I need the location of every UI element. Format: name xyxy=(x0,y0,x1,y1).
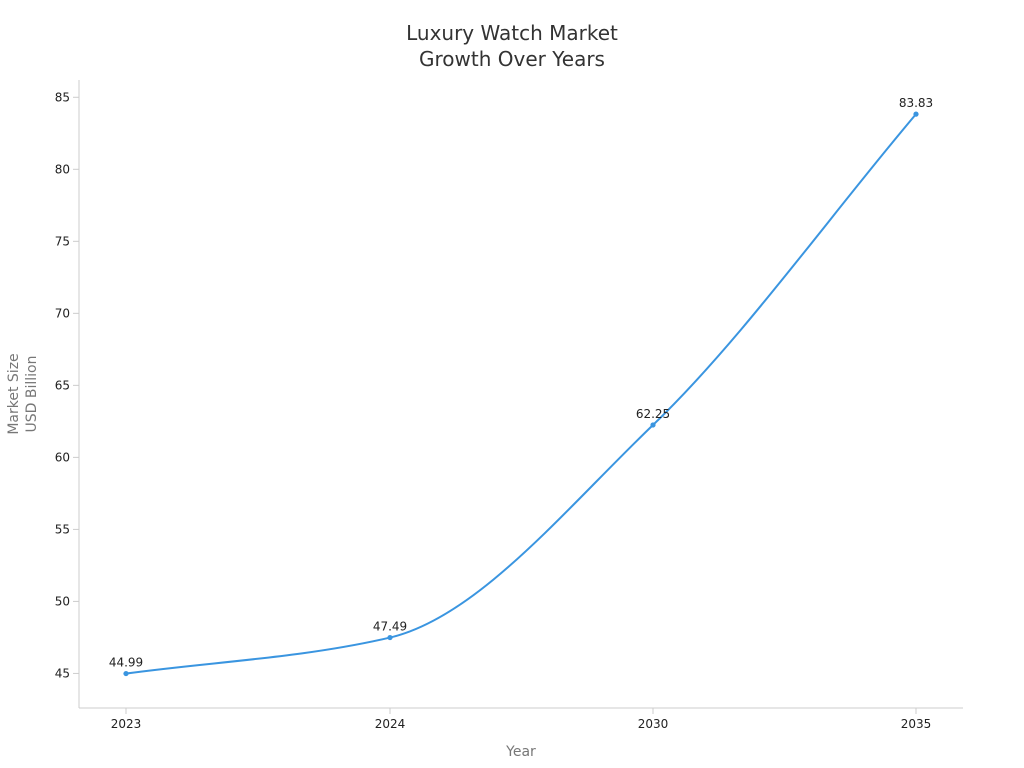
y-tick-label: 45 xyxy=(55,666,70,680)
y-axis-title-line-1: Market Size xyxy=(6,353,22,434)
y-tick-label: 65 xyxy=(55,378,70,392)
data-label: 62.25 xyxy=(636,407,670,421)
data-label: 83.83 xyxy=(899,96,933,110)
data-point xyxy=(913,111,919,117)
data-point xyxy=(123,670,129,677)
chart-title-line-1: Luxury Watch Market xyxy=(406,21,618,45)
y-tick-label: 85 xyxy=(55,90,70,104)
y-axis-title-line-2: USD Billion xyxy=(24,356,40,433)
x-axis-title: Year xyxy=(505,744,536,760)
y-tick-label: 50 xyxy=(55,594,70,608)
x-tick-label: 2024 xyxy=(375,717,406,731)
y-tick-label: 70 xyxy=(55,306,70,320)
data-label: 44.99 xyxy=(109,656,143,670)
x-tick-label: 2023 xyxy=(111,717,142,731)
x-tick-label: 2035 xyxy=(901,717,932,731)
series-line xyxy=(125,113,917,675)
y-tick-label: 55 xyxy=(55,522,70,536)
y-tick-label: 60 xyxy=(55,450,70,464)
x-axis-ticks: 2023 2024 2030 2035 xyxy=(111,708,932,731)
data-point xyxy=(387,634,393,641)
chart-title-line-2: Growth Over Years xyxy=(419,47,605,71)
data-point xyxy=(650,422,656,428)
y-tick-label: 75 xyxy=(55,234,70,248)
data-label: 47.49 xyxy=(373,620,407,634)
y-axis-ticks: 45 50 55 60 65 70 75 80 85 xyxy=(55,90,79,680)
y-tick-label: 80 xyxy=(55,162,70,176)
series-layer: 44.99 47.49 62.25 83.83 xyxy=(109,96,933,677)
x-tick-label: 2030 xyxy=(638,717,669,731)
